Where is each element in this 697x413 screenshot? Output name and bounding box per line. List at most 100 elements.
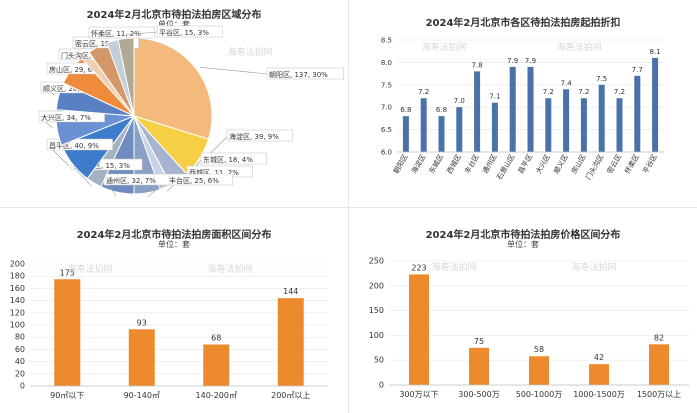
bar — [509, 66, 516, 152]
bar-value-label: 42 — [594, 353, 604, 362]
leader-line — [125, 31, 159, 35]
x-tick-label: 西城区 — [446, 153, 463, 175]
bar-value-label: 7.5 — [596, 75, 607, 83]
y-tick-label: 6.0 — [381, 149, 392, 157]
horizontal-divider — [0, 207, 697, 208]
y-tick-label: 100 — [369, 331, 384, 340]
y-tick-label: 250 — [369, 257, 384, 266]
bar-value-label: 7.9 — [507, 57, 518, 65]
pie-slice — [133, 37, 213, 140]
x-tick-label: 500-1000万 — [516, 390, 563, 399]
pie-chart: 朝阳区, 137, 30% 海淀区, 39, 9% 东城区, 18, 4% 西城区, … — [38, 25, 345, 198]
slice-label-box — [156, 25, 223, 38]
bar — [469, 347, 489, 385]
watermark-text: 海寿法拍网 — [207, 263, 252, 275]
watermark-text: 海寿法拍网 — [571, 261, 616, 273]
slice-label: 通州区, 32, 7% — [106, 176, 156, 185]
bar — [491, 102, 498, 152]
bar-value-label: 58 — [534, 345, 544, 354]
watermark-text: 海寿法拍网 — [556, 41, 601, 53]
x-tick-label: 200㎡以上 — [271, 391, 310, 400]
slice-label: 丰台区, 25, 6% — [169, 176, 219, 185]
y-tick-label: 40 — [15, 357, 25, 366]
bar — [649, 344, 669, 385]
bar-value-label: 93 — [137, 318, 147, 327]
y-tick-label: 6.5 — [381, 126, 392, 134]
chart-unit: 单位：套 — [507, 240, 539, 249]
slice-label: 房山区, 29, 6% — [49, 65, 99, 74]
y-tick-label: 50 — [374, 356, 384, 365]
bar — [589, 364, 609, 385]
bar-value-label: 8.1 — [650, 48, 661, 56]
bar-value-label: 175 — [60, 268, 75, 277]
bar — [545, 98, 552, 152]
x-tick-label: 密云区 — [605, 153, 623, 176]
discount-chart-panel: 2024年2月北京市各区待拍法拍房起拍折扣 6.0 6.5 7.0 7.5 8.0 8.5… — [349, 0, 697, 207]
chart-title: 2024年2月北京市待拍法拍房区域分布 — [86, 10, 262, 21]
bar — [616, 98, 623, 152]
slice-label-box — [46, 138, 113, 151]
leader-line — [199, 67, 269, 75]
bar-value-label: 7.2 — [418, 88, 429, 96]
bar — [456, 107, 463, 152]
bar — [128, 329, 155, 386]
y-tick-label: 60 — [15, 345, 25, 354]
x-tick-label: 怀柔区 — [623, 153, 641, 176]
bar — [203, 344, 230, 386]
x-tick-label: 300-500万 — [458, 390, 499, 399]
bar — [580, 98, 587, 152]
slice-label-box — [266, 67, 345, 80]
y-tick-label: 150 — [369, 306, 384, 315]
slice-label-box — [70, 158, 143, 171]
x-tick-label: 昌平区 — [517, 153, 534, 175]
chart-unit: 单位：套 — [158, 20, 190, 29]
bar — [563, 89, 570, 152]
price-chart-panel: 2024年2月北京市待拍法拍房价格区间分布 单位：套 0 50 100 150 200 2… — [349, 208, 697, 413]
bar-value-label: 7.9 — [525, 57, 536, 65]
y-tick-label: 100 — [10, 321, 25, 330]
x-tick-label: 90-140㎡ — [124, 391, 160, 400]
discount-bar-chart: 6.0 6.5 7.0 7.5 8.0 8.5 6.8 朝阳区 7.2 海淀区 6.8 东城区 7.0 西… — [381, 37, 664, 181]
x-tick-label: 1500万以上 — [637, 390, 681, 399]
watermark-text: 海寿法拍网 — [227, 46, 272, 58]
bar — [438, 116, 445, 152]
y-tick-label: 7.0 — [381, 104, 392, 112]
bar-value-label: 223 — [411, 263, 426, 272]
price-bar-chart: 0 50 100 150 200 250 223 300万以下 75 300-500万 58 500-… — [369, 257, 689, 399]
slice-label: 朝阳区, 137, 30% — [269, 70, 328, 79]
chart-title: 2024年2月北京市各区待拍法拍房起拍折扣 — [425, 18, 621, 29]
bar — [277, 298, 304, 386]
bar — [652, 57, 659, 152]
bar — [529, 356, 549, 385]
bar — [409, 274, 429, 385]
y-tick-label: 8.0 — [381, 59, 392, 67]
x-tick-label: 房山区 — [569, 153, 587, 176]
bar-value-label: 68 — [211, 334, 221, 343]
x-tick-label: 1000-1500万 — [573, 390, 625, 399]
slice-label: 海淀区, 39, 9% — [229, 132, 279, 141]
pie-slice — [117, 37, 135, 117]
bar-value-label: 82 — [654, 333, 664, 342]
x-tick-label: 90㎡以下 — [50, 391, 84, 400]
bar — [420, 98, 427, 152]
y-tick-label: 0 — [20, 382, 25, 391]
y-tick-label: 160 — [10, 284, 25, 293]
slice-label-box — [200, 152, 267, 165]
x-tick-label: 东城区 — [427, 153, 445, 176]
slice-label: 门头沟区, 9, 2% — [61, 51, 114, 60]
y-tick-label: 7.5 — [381, 81, 392, 89]
y-tick-label: 140 — [10, 296, 25, 305]
y-tick-label: 80 — [15, 333, 25, 342]
chart-title: 2024年2月北京市待拍法拍房价格区间分布 — [425, 230, 621, 241]
x-tick-label: 140-200㎡ — [196, 391, 237, 400]
bar-value-label: 7.0 — [454, 97, 465, 105]
slice-label: 大兴区, 34, 7% — [41, 113, 91, 122]
bar-value-label: 6.8 — [400, 106, 411, 114]
bar-value-label: 7.2 — [578, 88, 589, 96]
bar — [527, 66, 534, 152]
slice-label: 西城区, 11, 2% — [189, 169, 239, 177]
slice-label: 昌平区, 40, 9% — [49, 142, 99, 150]
bar-value-label: 7.2 — [543, 88, 554, 96]
y-tick-label: 20 — [15, 369, 25, 378]
slice-label-box — [226, 129, 293, 142]
